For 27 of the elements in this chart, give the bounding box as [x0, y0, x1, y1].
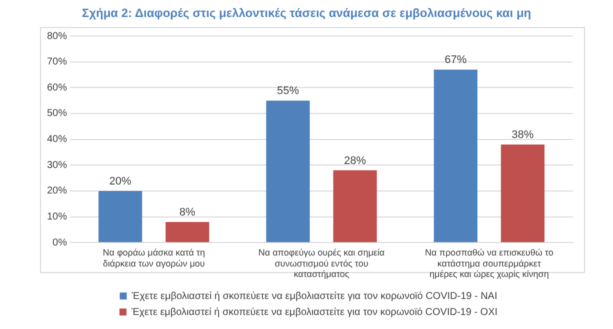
data-label: 55%: [276, 85, 300, 98]
y-tick-label: 10%: [47, 212, 68, 223]
legend-label: Έχετε εμβολιαστεί ή σκοπεύετε να εμβολιαστείτε για τον κορωνοϊό COVID-19 - ΟΧΙ: [130, 306, 498, 318]
x-tick-label: Να αποφεύγω ουρές και σημεία συνωστισμού εντός του καταστήματος: [258, 247, 385, 280]
y-tick-label: 50%: [47, 108, 68, 120]
x-tick-label: Να φοράω μάσκα κατά τη διάρκεια των αγορών μου: [102, 247, 205, 268]
y-tick-label: 80%: [47, 30, 68, 42]
bar: [333, 170, 377, 242]
data-label: 8%: [179, 206, 196, 218]
bar: [266, 100, 310, 242]
data-label: 38%: [512, 128, 534, 141]
bar: [166, 222, 210, 242]
data-label: 20%: [109, 175, 132, 188]
legend-label: Έχετε εμβολιαστεί ή σκοπεύετε να εμβολιαστείτε για τον κορωνοϊό COVID-19 - ΝΑΙ: [130, 290, 498, 302]
bar: [434, 70, 478, 242]
bar: [500, 144, 544, 242]
x-tick-label: Να προσπαθώ να επισκευθώ το κατάστημα σουπερμάρκετ ημέρες και ώρες χωρίς κίνηση: [425, 247, 554, 280]
y-tick-label: 30%: [47, 160, 68, 171]
y-tick-label: 0%: [52, 237, 68, 248]
data-label: 67%: [444, 54, 467, 66]
y-tick-label: 60%: [47, 82, 68, 94]
y-tick-label: 70%: [47, 56, 68, 68]
y-tick-label: 40%: [47, 134, 68, 146]
y-tick-label: 20%: [47, 186, 68, 197]
chart-title: Σχήμα 2: Διαφορές στις μελλοντικές τάσεις ανάμεσα σε εμβολιασμένους και μη: [80, 6, 532, 20]
bar: [98, 190, 142, 242]
data-label: 28%: [344, 154, 366, 167]
